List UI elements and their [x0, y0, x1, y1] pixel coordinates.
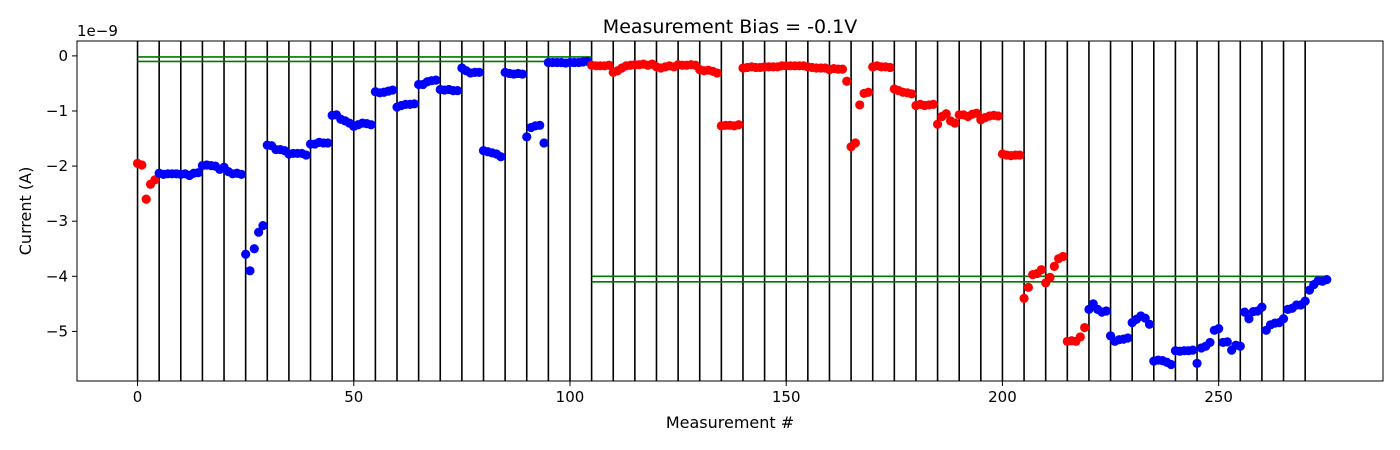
y-tick-label: −2 [46, 157, 68, 175]
data-point [323, 138, 333, 148]
data-point [712, 68, 722, 78]
data-point [1188, 345, 1198, 355]
axis-ticks: 0 50 100 150 200 250 0 −1 −2 −3 −4 −5 [46, 47, 1233, 406]
data-point [885, 62, 895, 73]
data-point [1101, 306, 1111, 316]
x-axis-label: Measurement # [666, 413, 794, 432]
data-point [1257, 302, 1267, 312]
data-point [734, 120, 744, 130]
data-point [1244, 314, 1254, 324]
data-point [1015, 150, 1025, 160]
data-point [517, 69, 528, 79]
data-point [1036, 265, 1046, 275]
data-point [928, 99, 938, 109]
data-point [193, 168, 203, 178]
data-point [1214, 324, 1224, 334]
y-tick-label: 0 [58, 47, 68, 65]
data-point [993, 111, 1003, 121]
y-tick-label: −1 [46, 102, 68, 120]
data-point [1166, 359, 1176, 370]
data-point [137, 160, 147, 170]
chart-title: Measurement Bias = -0.1V [603, 16, 857, 38]
data-point [932, 119, 943, 129]
data-point [950, 118, 960, 128]
data-point [941, 109, 951, 119]
data-point [236, 169, 246, 179]
data-point [241, 249, 251, 259]
data-point [1144, 319, 1155, 329]
data-point [850, 138, 861, 148]
data-point [409, 99, 419, 109]
y-scale-label: 1e−9 [77, 22, 118, 40]
data-point [431, 75, 441, 85]
data-point [1045, 272, 1055, 283]
data-point [1240, 307, 1250, 317]
data-point [1075, 332, 1085, 342]
data-points [132, 56, 1332, 370]
data-point [1278, 314, 1289, 324]
data-point [837, 64, 848, 74]
data-point [1205, 337, 1215, 348]
y-axis-label: Current (A) [16, 167, 35, 256]
data-point [1192, 358, 1202, 368]
data-point [301, 150, 311, 160]
x-tick-label: 50 [344, 388, 363, 406]
data-point [907, 89, 917, 99]
data-point [522, 132, 532, 142]
y-tick-label: −3 [46, 212, 68, 230]
data-point [1080, 322, 1090, 333]
data-point [1235, 341, 1245, 351]
data-point [1058, 251, 1068, 262]
data-point [1300, 296, 1310, 306]
data-point [452, 85, 463, 96]
data-point [855, 100, 865, 110]
data-point [1049, 261, 1059, 271]
data-point [1023, 282, 1033, 292]
data-point [150, 175, 160, 185]
data-point [1123, 333, 1133, 343]
plot-frame [76, 40, 1384, 382]
x-tick-label: 200 [988, 388, 1017, 406]
data-point [1019, 293, 1029, 303]
vertical-lines [136, 41, 1306, 381]
data-point [141, 194, 151, 204]
data-point [249, 244, 259, 254]
y-tick-label: −5 [46, 322, 68, 340]
data-point [474, 67, 484, 78]
data-point [1322, 275, 1332, 285]
data-point [535, 120, 545, 130]
data-point [1222, 337, 1232, 347]
data-point [245, 266, 255, 276]
x-tick-label: 150 [772, 388, 801, 406]
data-point [258, 221, 268, 231]
data-point [604, 60, 614, 70]
data-point [971, 108, 982, 118]
data-point [863, 87, 873, 97]
x-tick-label: 250 [1204, 388, 1233, 406]
x-tick-label: 100 [556, 388, 585, 406]
x-tick-label: 0 [133, 388, 143, 406]
y-tick-label: −4 [46, 267, 68, 285]
data-point [366, 120, 376, 130]
data-point [388, 85, 398, 95]
data-point [539, 138, 549, 148]
data-point [496, 152, 506, 162]
data-point [842, 76, 852, 86]
horizontal-lines [137, 56, 1327, 283]
data-point [254, 227, 264, 237]
